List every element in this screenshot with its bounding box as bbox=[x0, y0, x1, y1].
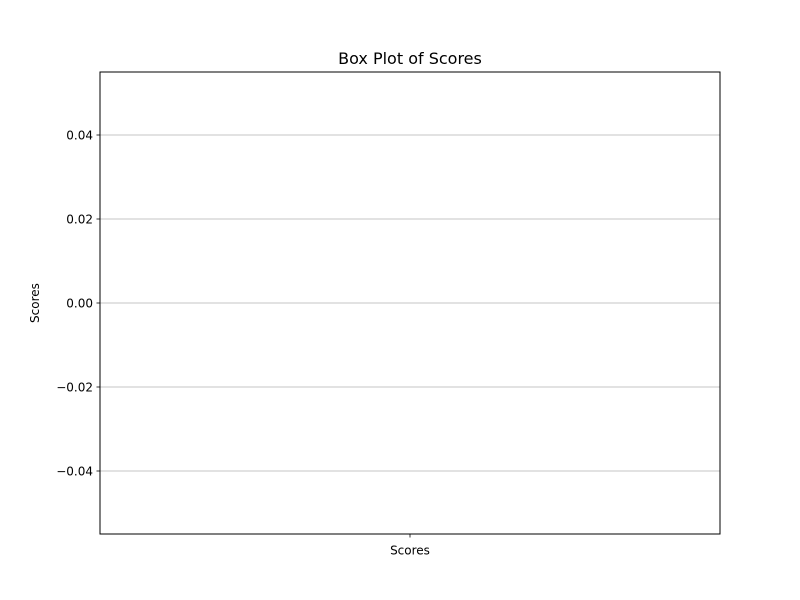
x-tick-label: Scores bbox=[390, 544, 430, 558]
grid-layer bbox=[100, 134, 720, 472]
y-axis-label: Scores bbox=[28, 283, 42, 323]
y-axis: −0.04 −0.02 0.00 0.02 0.04 bbox=[56, 128, 100, 478]
chart-title: Box Plot of Scores bbox=[338, 49, 482, 68]
y-tick-label: 0.04 bbox=[66, 128, 93, 142]
y-tick-label: −0.02 bbox=[56, 380, 93, 394]
y-tick-label: 0.02 bbox=[66, 212, 93, 226]
y-tick-label: 0.00 bbox=[66, 296, 93, 310]
x-axis: Scores bbox=[390, 534, 430, 558]
y-tick-label: −0.04 bbox=[56, 464, 93, 478]
